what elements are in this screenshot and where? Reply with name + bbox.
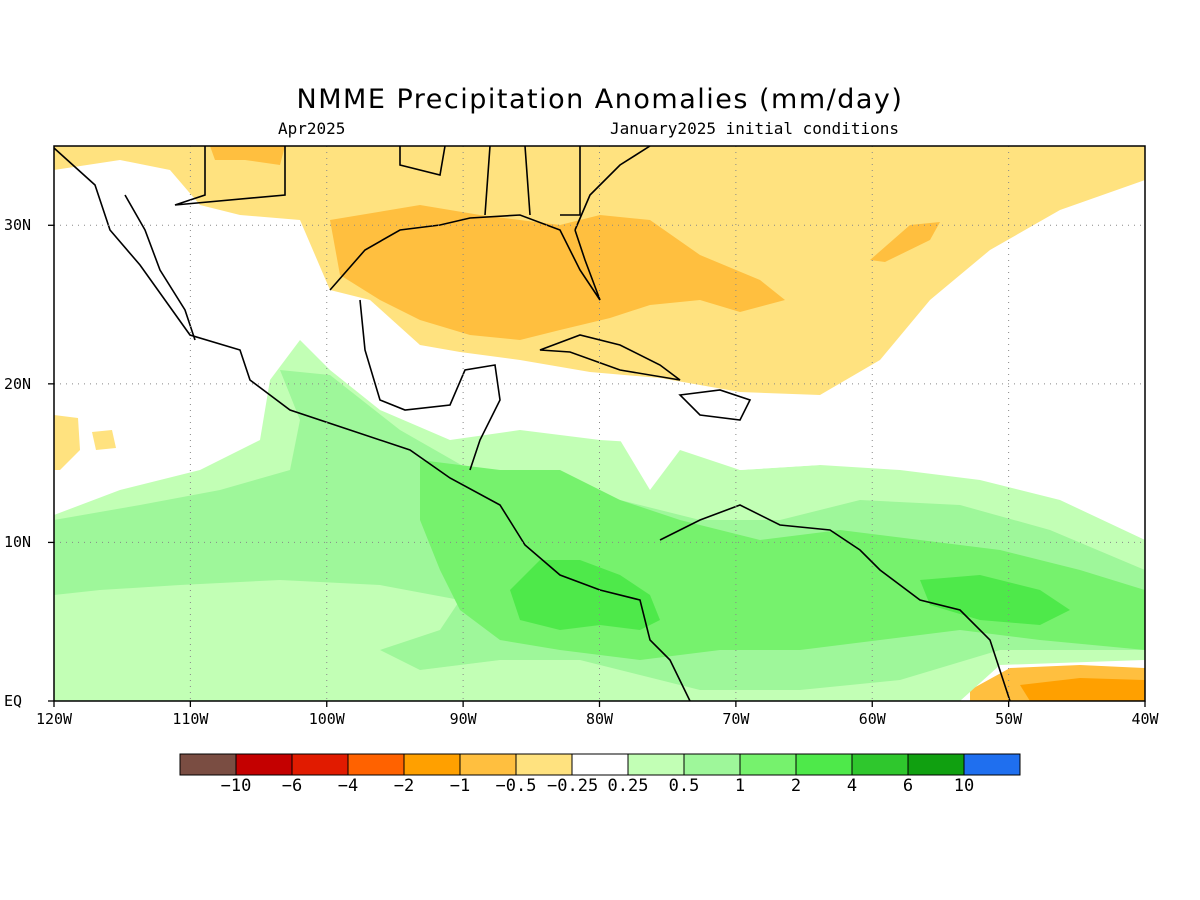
colorbar-swatch <box>907 753 965 776</box>
lon-tick-label: 40W <box>1131 710 1159 728</box>
colorbar-label: 1 <box>734 776 746 796</box>
lon-tick-label: 70W <box>722 710 750 728</box>
colorbar-swatch <box>627 753 685 776</box>
anomaly-fields <box>54 146 1145 701</box>
colorbar-swatch <box>683 753 741 776</box>
colorbar-swatch <box>851 753 909 776</box>
colorbar-swatch <box>795 753 853 776</box>
colorbar-swatch <box>963 753 1021 776</box>
coastlines <box>54 146 1011 701</box>
coast-south-america <box>659 504 1011 701</box>
wet-core-central-america <box>510 560 660 630</box>
colorbar-label: −4 <box>337 776 359 796</box>
colorbar-swatch <box>571 753 629 776</box>
colorbar-label: −6 <box>281 776 303 796</box>
coast-hispaniola <box>678 389 752 421</box>
lon-tick-label: 80W <box>585 710 614 728</box>
dry-spot-mexico <box>210 146 285 165</box>
colorbar-label: −0.5 <box>495 776 537 796</box>
colorbar-label: 2 <box>790 776 802 796</box>
lat-tick-label: 20N <box>4 374 32 393</box>
colorbar-label: −2 <box>393 776 415 796</box>
colorbar <box>179 753 1021 776</box>
wet-core-atlantic <box>920 575 1070 625</box>
colorbar-label: −10 <box>220 776 252 796</box>
coast-mexico-pacific <box>54 147 691 701</box>
dry-spot-west <box>54 415 80 470</box>
map-title: NMME Precipitation Anomalies (mm/day) <box>296 84 904 115</box>
forecast-month: Apr2025 <box>278 119 346 138</box>
colorbar-swatch <box>403 753 461 776</box>
colorbar-label: −0.25 <box>547 776 599 796</box>
lon-tick-label: 110W <box>172 710 209 728</box>
colorbar-swatch <box>347 753 405 776</box>
dry-spot-west-2 <box>92 430 116 450</box>
dry-band-mid <box>330 205 785 340</box>
coast-cuba <box>539 334 681 381</box>
lon-tick-label: 120W <box>35 710 73 728</box>
lon-tick-label: 90W <box>449 710 477 728</box>
coast-gulf <box>329 214 601 301</box>
coast-baja <box>124 194 196 341</box>
lat-tick-label: 30N <box>4 216 32 235</box>
graticule <box>54 146 1145 701</box>
neutral-caribbean <box>500 395 850 490</box>
colorbar-swatch <box>179 753 237 776</box>
coast-us-east <box>574 146 651 231</box>
initial-conditions: January2025 initial conditions <box>610 119 899 138</box>
lat-tick-label: 10N <box>4 533 32 552</box>
lon-tick-label: 60W <box>858 710 886 728</box>
colorbar-label: −1 <box>449 776 471 796</box>
coast-us-states <box>174 146 581 216</box>
coast-yucatan <box>359 299 501 471</box>
colorbar-swatch <box>739 753 797 776</box>
dry-atlantic-south-dark <box>1020 678 1145 701</box>
colorbar-swatch <box>515 753 573 776</box>
colorbar-swatch <box>235 753 293 776</box>
colorbar-swatch <box>459 753 517 776</box>
dry-spot-atlantic <box>870 222 940 262</box>
colorbar-label: 6 <box>902 776 914 796</box>
axis-ticks <box>48 224 1146 707</box>
lon-tick-label: 50W <box>995 710 1023 728</box>
colorbar-label: 0.5 <box>668 776 700 796</box>
lon-tick-label: 100W <box>308 710 345 728</box>
colorbar-label: 4 <box>846 776 858 796</box>
colorbar-swatch <box>291 753 349 776</box>
lat-tick-label: EQ <box>4 692 23 710</box>
colorbar-label: 0.25 <box>607 776 649 796</box>
colorbar-label: 10 <box>953 776 975 796</box>
